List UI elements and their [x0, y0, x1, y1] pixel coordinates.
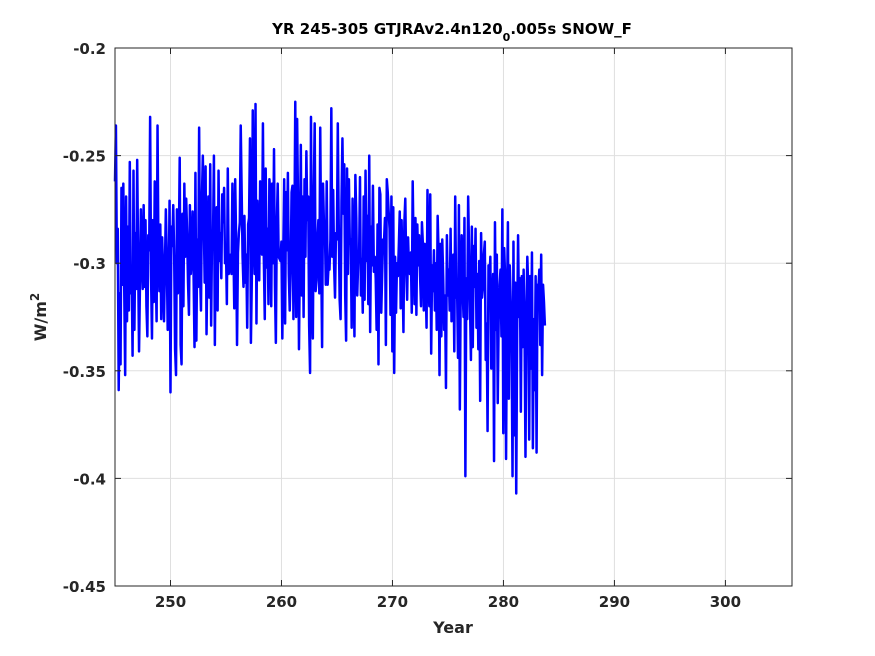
x-tick-label: 280 — [488, 593, 519, 611]
y-axis-label: W/m2 — [28, 293, 50, 342]
chart-title: YR 245-305 GTJRAv2.4n1200.005s SNOW_F — [271, 20, 632, 44]
x-tick-label: 300 — [710, 593, 741, 611]
y-tick-label: -0.25 — [63, 148, 106, 166]
x-tick-label: 290 — [599, 593, 630, 611]
x-tick-label: 260 — [266, 593, 297, 611]
y-tick-label: -0.45 — [63, 578, 106, 596]
chart-title-main: YR 245-305 GTJRAv2.4n120 — [271, 20, 503, 38]
y-tick-label: -0.3 — [73, 255, 106, 273]
y-tick-label: -0.35 — [63, 363, 106, 381]
plot-frame — [114, 47, 793, 587]
y-tick-label: -0.2 — [73, 40, 106, 58]
series-line — [113, 100, 547, 495]
y-axis-label-base: W/m — [31, 301, 50, 341]
axis-ticks: 250 260 270 280 290 300 -0.45 -0.4 -0.35 -0.3 -0.2… — [63, 40, 792, 611]
x-axis-label: Year — [432, 618, 473, 637]
y-axis-label-superscript: 2 — [28, 293, 42, 301]
x-tick-label: 250 — [155, 593, 186, 611]
chart-title-subscript: 0 — [503, 31, 511, 44]
chart-title-rest: .005s SNOW_F — [510, 20, 632, 38]
series-layer — [113, 100, 547, 495]
y-tick-label: -0.4 — [73, 470, 106, 488]
x-tick-label: 270 — [377, 593, 408, 611]
